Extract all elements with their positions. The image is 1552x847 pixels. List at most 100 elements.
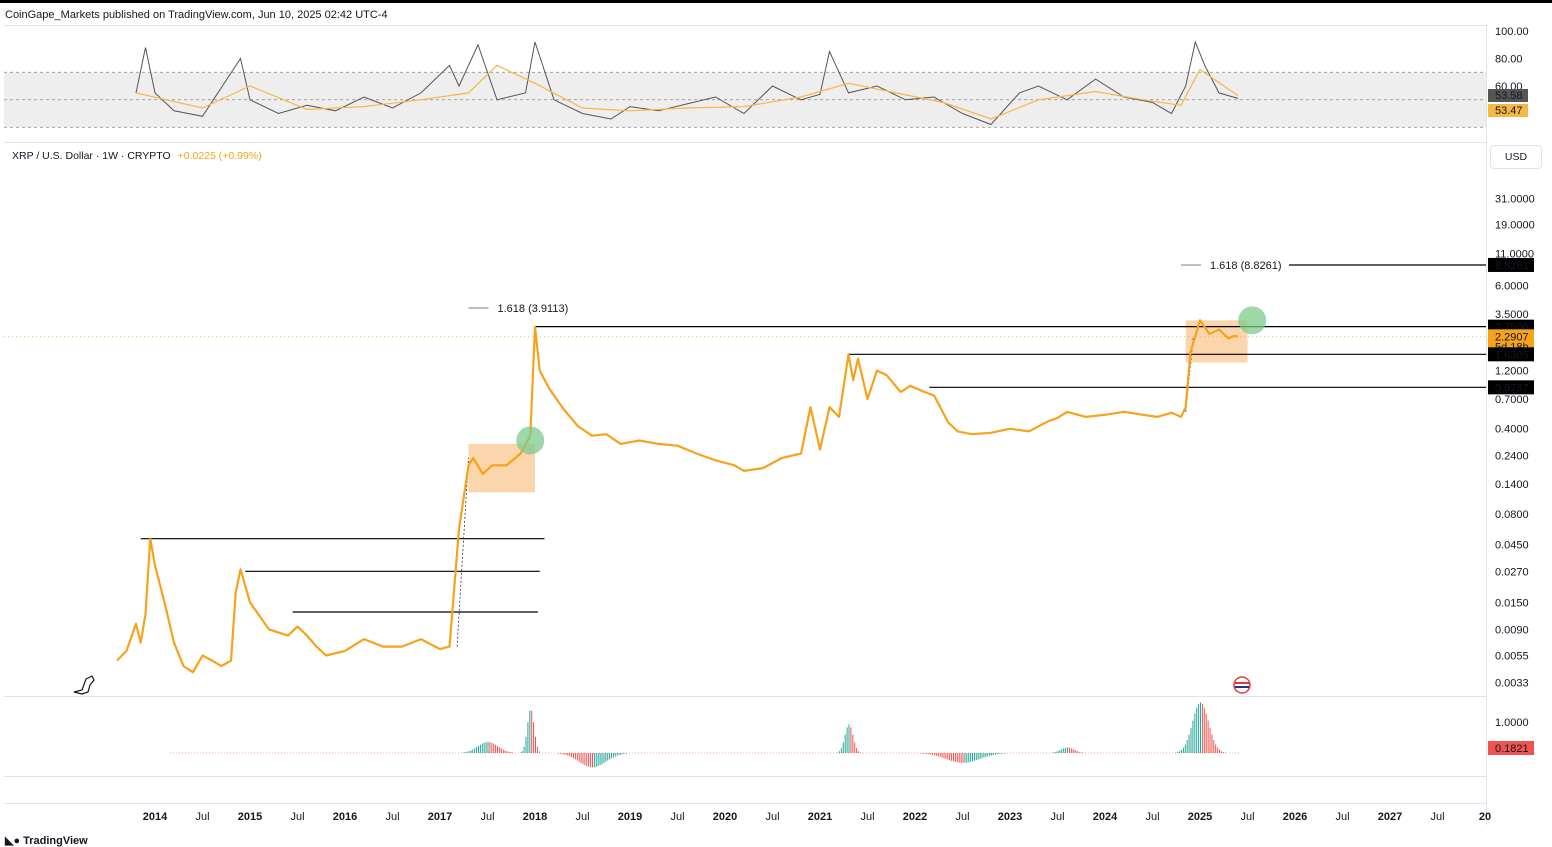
hist-bar [1209, 727, 1211, 753]
us-flag-icon-stripe [1235, 682, 1249, 684]
hist-badge [1488, 741, 1534, 755]
hist-bar [852, 734, 854, 753]
hist-bar [597, 753, 599, 767]
hist-bar [622, 753, 624, 755]
hist-bar [972, 753, 973, 762]
hist-bar [854, 742, 856, 753]
time-tick-label: Jul [860, 811, 874, 823]
hist-bar [563, 753, 565, 755]
hist-bar [1182, 747, 1184, 753]
price-tick-label: 31.0000 [1495, 194, 1535, 206]
hist-bar [858, 751, 859, 753]
time-tick-label: 2019 [618, 811, 642, 823]
tradingview-brand[interactable]: ◣● TradingView [5, 834, 88, 847]
hist-bar [576, 753, 578, 761]
hist-bar [941, 753, 943, 758]
time-tick-label: 2026 [1283, 811, 1307, 823]
hist-bar [599, 753, 601, 766]
price-tick-label: 0.7000 [1495, 394, 1529, 406]
time-tick-label: 2017 [428, 811, 452, 823]
time-tick-label: 2014 [143, 811, 168, 823]
hist-bar [592, 753, 593, 768]
hist-bar [1072, 749, 1074, 753]
hist-bar [565, 753, 567, 756]
rsi-badge [1488, 89, 1528, 102]
hist-bar [462, 752, 464, 753]
hist-bar [536, 746, 538, 753]
time-tick-label: Jul [955, 811, 969, 823]
hist-bar [523, 746, 525, 753]
hist-bar [992, 753, 994, 755]
hist-bar [521, 751, 523, 753]
target-circle [516, 426, 545, 455]
hist-bar [856, 748, 858, 753]
hist-bar [935, 753, 937, 756]
price-tick-label: 0.0090 [1495, 624, 1529, 636]
hist-bar [1070, 748, 1072, 753]
hist-bar [987, 753, 989, 757]
time-tick-label: 2027 [1378, 811, 1402, 823]
hist-bar [932, 753, 934, 755]
hist-bar [934, 753, 935, 756]
hist-bar [951, 753, 953, 761]
hist-bar [958, 753, 960, 763]
hist-bar [502, 749, 504, 753]
hist-bar [1078, 751, 1080, 753]
hist-bar [464, 752, 466, 753]
hist-bar [468, 751, 470, 753]
hist-bar [983, 753, 985, 758]
price-axis-border [1486, 25, 1487, 825]
hist-bar [1074, 750, 1076, 753]
hist-bar [989, 753, 991, 756]
hist-bar [538, 751, 540, 753]
hist-bar [493, 743, 495, 753]
hist-bar [926, 753, 928, 754]
currency-button[interactable]: USD [1490, 145, 1542, 169]
symbol-legend[interactable]: XRP / U.S. Dollar · 1W · CRYPTO +0.0225 … [12, 150, 262, 162]
hist-bar [1059, 750, 1061, 753]
hist-bar [859, 752, 861, 753]
hist-bar [924, 753, 926, 754]
hist-bar [588, 753, 590, 767]
time-tick-label: Jul [1050, 811, 1064, 823]
hist-bar [945, 753, 947, 759]
hist-bar [527, 722, 529, 753]
hist-bar [561, 753, 563, 755]
axes: 100.0080.0060.0053.5853.4731.000019.0000… [143, 26, 1535, 823]
time-tick-label: 2015 [238, 811, 262, 823]
hist-bar [508, 751, 510, 753]
hist-bar [842, 742, 844, 753]
hist-bar [1217, 747, 1219, 753]
hist-bar [1190, 727, 1192, 753]
price-line [116, 319, 1239, 674]
price-tick-label: 0.0450 [1495, 539, 1529, 551]
price-tick-label: 0.2400 [1495, 451, 1529, 463]
time-tick-label: Jul [1240, 811, 1254, 823]
hist-bar [476, 747, 478, 753]
price-tick-label: 0.4000 [1495, 424, 1529, 436]
hist-bar [605, 753, 607, 762]
time-tick-label: 2024 [1093, 811, 1118, 823]
projection-line [456, 457, 469, 647]
hist-bar [1198, 703, 1200, 753]
time-tick-label: 2025 [1188, 811, 1212, 823]
hist-tick-label: 1.0000 [1495, 717, 1529, 729]
hist-bar [506, 751, 508, 753]
hist-bar [586, 753, 588, 767]
hist-bar [569, 753, 571, 757]
hist-bar [611, 753, 612, 759]
hist-bar [535, 736, 536, 753]
hist-bar [1213, 740, 1215, 753]
hist-bar [1067, 747, 1068, 753]
time-tick-label: Jul [290, 811, 304, 823]
time-tick-label: 2016 [333, 811, 357, 823]
rsi-tick-label: 100.00 [1495, 26, 1529, 38]
hist-bar [504, 750, 506, 753]
price-tick-label: 0.0055 [1495, 650, 1529, 662]
hist-bar [466, 751, 468, 753]
hist-bar [1063, 748, 1065, 753]
hist-bar [837, 752, 839, 753]
hist-bar [483, 742, 485, 753]
last-price-badge-text: 2.2907 [1495, 331, 1529, 343]
